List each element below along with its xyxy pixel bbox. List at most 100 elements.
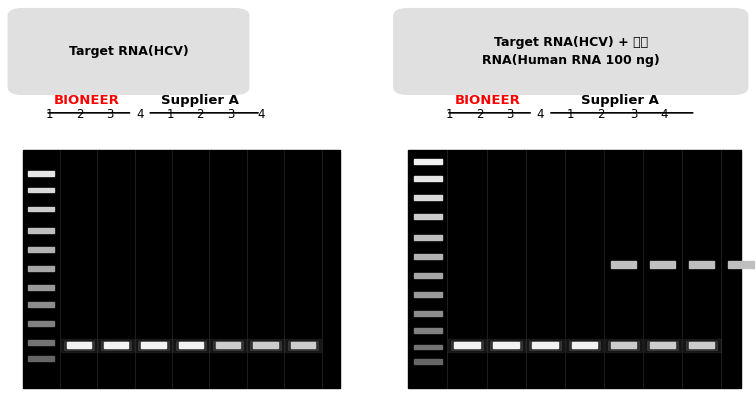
Text: 3: 3 xyxy=(106,108,113,121)
Text: 1: 1 xyxy=(45,108,53,121)
Text: 4: 4 xyxy=(660,108,668,121)
Bar xyxy=(67,342,91,348)
Bar xyxy=(141,342,166,348)
Bar xyxy=(23,150,340,388)
Bar xyxy=(414,235,442,240)
Text: 2: 2 xyxy=(197,108,204,121)
Bar xyxy=(414,159,442,164)
Bar xyxy=(60,339,97,352)
Bar xyxy=(28,228,54,233)
Bar xyxy=(644,339,681,352)
Bar xyxy=(291,342,315,348)
Bar xyxy=(529,341,561,350)
Bar xyxy=(414,345,442,349)
Text: 2: 2 xyxy=(476,108,484,121)
Bar xyxy=(138,341,169,350)
Text: 4: 4 xyxy=(136,108,144,121)
Bar xyxy=(532,342,558,348)
Bar xyxy=(178,342,203,348)
Bar xyxy=(605,339,643,352)
FancyBboxPatch shape xyxy=(8,8,249,95)
Bar xyxy=(28,302,54,307)
Bar xyxy=(175,341,206,350)
Bar xyxy=(689,261,714,268)
Bar xyxy=(454,342,479,348)
Bar xyxy=(683,339,720,352)
Bar xyxy=(414,195,442,200)
Bar xyxy=(451,341,482,350)
Text: 2: 2 xyxy=(597,108,605,121)
Bar xyxy=(28,321,54,326)
Bar xyxy=(98,339,135,352)
Bar xyxy=(611,342,637,348)
Text: Supplier A: Supplier A xyxy=(581,94,659,107)
Bar xyxy=(64,341,94,350)
Text: 1: 1 xyxy=(166,108,174,121)
Bar xyxy=(491,341,522,350)
Bar xyxy=(454,342,479,348)
Bar xyxy=(141,342,166,348)
Bar xyxy=(291,342,315,348)
Bar xyxy=(253,342,277,348)
Bar xyxy=(569,341,600,350)
Bar xyxy=(101,341,132,350)
Bar xyxy=(414,214,442,219)
Text: BIONEER: BIONEER xyxy=(454,94,521,107)
Text: 3: 3 xyxy=(507,108,514,121)
Bar xyxy=(414,328,442,333)
Bar xyxy=(253,342,277,348)
Bar xyxy=(565,339,603,352)
Text: BIONEER: BIONEER xyxy=(54,94,120,107)
Bar xyxy=(28,207,54,211)
Bar xyxy=(28,285,54,290)
Bar xyxy=(28,171,54,176)
Bar xyxy=(216,342,240,348)
Bar xyxy=(288,341,318,350)
Bar xyxy=(28,247,54,252)
Bar xyxy=(689,342,714,348)
Bar xyxy=(647,341,678,350)
Bar xyxy=(414,176,442,181)
Bar xyxy=(532,342,558,348)
Bar xyxy=(526,339,564,352)
Bar xyxy=(572,342,597,348)
Bar xyxy=(250,341,280,350)
Bar xyxy=(414,254,442,259)
Bar xyxy=(213,341,243,350)
Bar xyxy=(572,342,597,348)
Bar xyxy=(247,339,284,352)
Text: 1: 1 xyxy=(567,108,575,121)
Bar xyxy=(28,356,54,361)
Bar xyxy=(494,342,519,348)
Bar xyxy=(414,311,442,316)
Bar xyxy=(216,342,240,348)
Bar xyxy=(689,342,714,348)
Bar xyxy=(728,261,754,268)
Text: Target RNA(HCV) + 간섭
RNA(Human RNA 100 ng): Target RNA(HCV) + 간섭 RNA(Human RNA 100 n… xyxy=(482,36,660,67)
Bar xyxy=(650,261,675,268)
Text: 4: 4 xyxy=(257,108,265,121)
Text: 2: 2 xyxy=(76,108,83,121)
Text: 3: 3 xyxy=(630,108,637,121)
Bar xyxy=(686,341,717,350)
Text: 1: 1 xyxy=(446,108,454,121)
Bar xyxy=(611,342,637,348)
Bar xyxy=(28,188,54,192)
Bar xyxy=(210,339,246,352)
Bar xyxy=(285,339,321,352)
Bar xyxy=(104,342,129,348)
Bar xyxy=(28,266,54,271)
Bar xyxy=(414,292,442,297)
Bar xyxy=(28,340,54,345)
Bar xyxy=(104,342,129,348)
Bar xyxy=(608,341,640,350)
FancyBboxPatch shape xyxy=(393,8,748,95)
Text: 4: 4 xyxy=(537,108,544,121)
Bar xyxy=(650,342,675,348)
Bar xyxy=(414,359,442,364)
Bar xyxy=(488,339,525,352)
Bar xyxy=(611,261,637,268)
Text: Supplier A: Supplier A xyxy=(161,94,240,107)
Bar xyxy=(494,342,519,348)
Bar xyxy=(67,342,91,348)
